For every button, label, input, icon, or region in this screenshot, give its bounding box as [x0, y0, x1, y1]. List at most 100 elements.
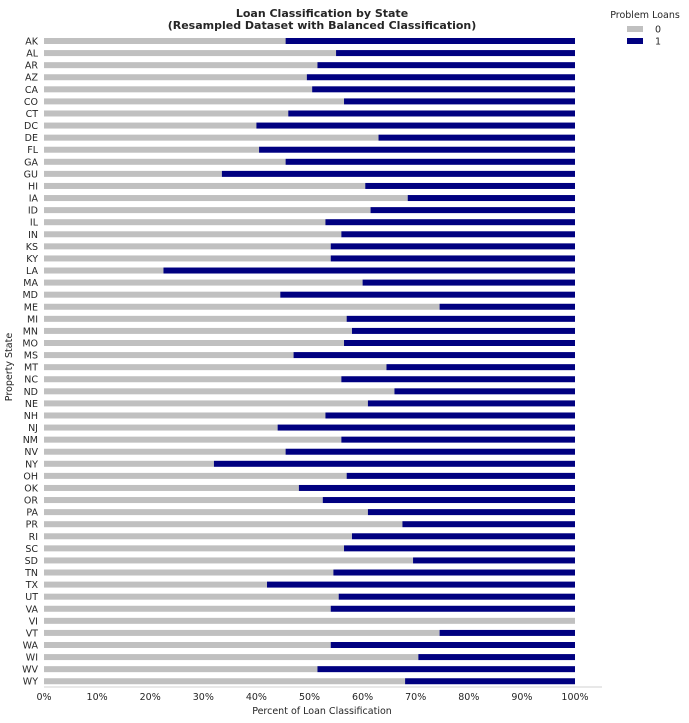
- bar-nd-class-0: [44, 388, 395, 395]
- x-tick-label-6: 60%: [352, 692, 373, 703]
- y-tick-label-wa: WA: [23, 641, 39, 652]
- y-tick-label-or: OR: [24, 496, 38, 507]
- bar-ks-class-0: [44, 243, 331, 250]
- bar-pr-class-0: [44, 521, 403, 528]
- bar-ky-class-1: [330, 255, 575, 262]
- bar-ms-class-0: [44, 352, 294, 359]
- y-tick-label-fl: FL: [27, 145, 38, 156]
- bar-ma-class-1: [362, 279, 575, 286]
- bar-ia-class-1: [407, 195, 575, 202]
- y-tick-label-id: ID: [28, 206, 38, 217]
- bar-al-class-0: [44, 50, 337, 57]
- bar-nd-class-1: [394, 388, 575, 395]
- bar-nm-class-1: [341, 436, 575, 443]
- bar-wi-class-1: [418, 654, 575, 661]
- chart-subtitle: (Resampled Dataset with Balanced Classif…: [168, 19, 477, 32]
- y-tick-label-co: CO: [24, 97, 38, 108]
- bar-ar-class-1: [317, 62, 575, 69]
- y-axis-label: Property State: [4, 333, 15, 402]
- bar-in-class-0: [44, 231, 342, 238]
- y-tick-label-ut: UT: [25, 592, 38, 603]
- bar-ut-class-1: [338, 593, 575, 600]
- bar-ct-class-1: [288, 110, 575, 117]
- bar-or-class-1: [322, 497, 575, 504]
- bar-ri-class-0: [44, 533, 352, 540]
- y-tick-label-nc: NC: [24, 375, 38, 386]
- bar-vt-class-0: [44, 629, 440, 636]
- bar-mt-class-1: [386, 364, 575, 371]
- bar-nc-class-1: [341, 376, 575, 383]
- bar-mo-class-0: [44, 340, 345, 346]
- y-tick-label-de: DE: [25, 133, 38, 144]
- y-tick-label-al: AL: [26, 49, 38, 60]
- bar-va-class-0: [44, 605, 331, 612]
- bar-la-class-0: [44, 267, 164, 274]
- bar-co-class-1: [344, 98, 575, 105]
- y-tick-label-nv: NV: [24, 447, 38, 458]
- x-tick-label-3: 30%: [193, 692, 214, 703]
- x-tick-label-9: 90%: [511, 692, 532, 703]
- bar-il-class-0: [44, 219, 326, 226]
- y-tick-label-ia: IA: [29, 194, 39, 205]
- bar-ok-class-1: [298, 484, 575, 491]
- bars-group: [44, 38, 576, 685]
- bar-mn-class-1: [351, 327, 575, 334]
- bar-sc-class-0: [44, 545, 345, 552]
- bar-hi-class-0: [44, 182, 366, 189]
- bar-nj-class-1: [277, 424, 575, 431]
- y-tick-label-me: ME: [24, 302, 38, 313]
- bar-dc-class-0: [44, 122, 257, 129]
- y-tick-label-nd: ND: [24, 387, 38, 398]
- bar-ne-class-1: [367, 400, 575, 407]
- bar-ak-class-0: [44, 38, 286, 44]
- bar-wa-class-1: [330, 642, 575, 648]
- bar-ny-class-1: [213, 460, 576, 467]
- bar-de-class-1: [378, 134, 575, 141]
- y-tick-label-ky: KY: [26, 254, 38, 265]
- y-tick-label-md: MD: [22, 290, 38, 301]
- x-tick-label-1: 10%: [87, 692, 108, 703]
- bar-mo-class-1: [344, 340, 575, 346]
- bar-gu-class-0: [44, 170, 222, 177]
- y-tick-label-nm: NM: [23, 435, 38, 446]
- y-tick-label-mi: MI: [27, 314, 38, 325]
- bar-co-class-0: [44, 98, 345, 105]
- bar-ia-class-0: [44, 195, 408, 202]
- y-tick-label-ne: NE: [25, 399, 38, 410]
- bar-ct-class-0: [44, 110, 289, 117]
- legend-swatch-0: [627, 26, 643, 32]
- bar-ma-class-0: [44, 279, 363, 286]
- bar-wy-class-0: [44, 678, 406, 685]
- bar-gu-class-1: [221, 170, 575, 177]
- legend-label-1: 1: [655, 37, 661, 48]
- y-tick-label-il: IL: [30, 218, 39, 229]
- bar-nh-class-1: [325, 412, 575, 419]
- bar-ne-class-0: [44, 400, 368, 407]
- bar-la-class-1: [163, 267, 575, 274]
- bar-wv-class-1: [317, 666, 575, 673]
- bar-md-class-1: [280, 291, 575, 298]
- y-tick-label-sd: SD: [25, 556, 38, 567]
- x-tick-label-2: 20%: [140, 692, 161, 703]
- bar-ms-class-1: [293, 352, 575, 359]
- bar-wv-class-0: [44, 666, 318, 673]
- bar-ny-class-0: [44, 460, 214, 467]
- x-tick-label-0: 0%: [36, 692, 51, 703]
- y-tick-label-gu: GU: [24, 169, 38, 180]
- bar-dc-class-1: [256, 122, 575, 129]
- y-tick-label-in: IN: [28, 230, 38, 241]
- y-tick-label-ar: AR: [25, 61, 38, 72]
- y-tick-label-dc: DC: [24, 121, 38, 132]
- y-tick-label-wy: WY: [23, 677, 38, 688]
- bar-mi-class-1: [346, 315, 575, 322]
- y-tick-label-ca: CA: [25, 85, 39, 96]
- bar-de-class-0: [44, 134, 379, 141]
- y-tick-label-ak: AK: [25, 37, 38, 48]
- bar-ga-class-0: [44, 158, 286, 165]
- y-tick-label-mn: MN: [23, 326, 38, 337]
- x-tick-label-5: 50%: [299, 692, 320, 703]
- bar-ak-class-1: [285, 38, 575, 44]
- y-tick-label-wv: WV: [22, 665, 38, 676]
- bar-nv-class-1: [285, 448, 575, 455]
- legend: Problem Loans 0 1: [610, 10, 680, 48]
